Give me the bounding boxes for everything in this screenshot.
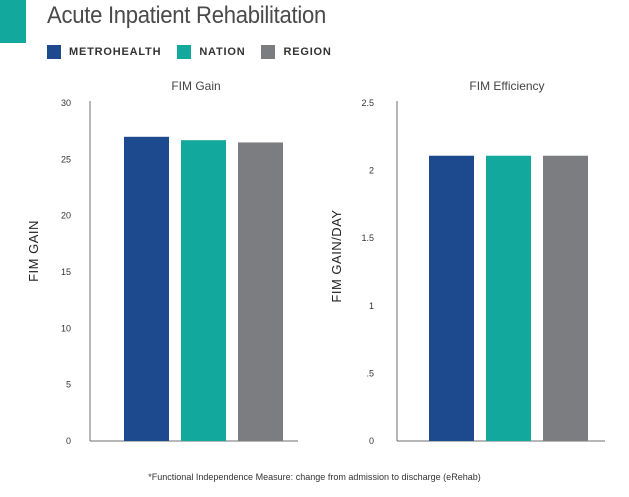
fim-gain-tick-label-5: 25 — [61, 154, 71, 164]
fim-gain-bar-metrohealth — [124, 136, 169, 442]
fim-efficiency-tick-label-5: 2.5 — [361, 98, 374, 108]
legend-swatch-region — [261, 45, 276, 59]
legend-item-metrohealth: METROHEALTH — [47, 45, 161, 59]
fim-efficiency-title: FIM Efficiency — [469, 79, 544, 93]
fim-efficiency-tick-label-2: 1 — [369, 301, 374, 311]
fim-gain-tick-label-4: 20 — [61, 211, 71, 221]
fim-gain-bar-nation — [181, 140, 226, 441]
accent-bar — [0, 0, 26, 43]
fim-efficiency-tick-label-1: .5 — [366, 368, 374, 378]
legend-swatch-nation — [177, 45, 192, 59]
legend-label-nation: NATION — [199, 46, 246, 58]
page-title: Acute Inpatient Rehabilitation — [47, 2, 326, 29]
legend-label-region: REGION — [283, 46, 332, 58]
fim-gain-bar-region — [238, 142, 283, 441]
legend-swatch-metrohealth — [47, 45, 61, 59]
fim-gain-tick-label-2: 10 — [61, 323, 71, 333]
fim-gain-tick-label-1: 5 — [66, 380, 71, 390]
fim-efficiency-tick-label-0: 0 — [369, 436, 374, 446]
legend: METROHEALTH NATION REGION — [47, 45, 348, 59]
fim-gain-tick-label-3: 15 — [61, 267, 71, 277]
fim-efficiency-bar-region — [543, 155, 588, 441]
fim-efficiency-tick-label-4: 2 — [369, 166, 374, 176]
fim-gain-title: FIM Gain — [171, 79, 220, 93]
legend-label-metrohealth: METROHEALTH — [69, 46, 162, 58]
fim-efficiency-tick-label-3: 1.5 — [361, 233, 374, 243]
fim-efficiency-bar-nation — [486, 155, 531, 441]
footnote: *Functional Independence Measure: change… — [148, 472, 481, 483]
fim-gain-tick-label-0: 0 — [66, 436, 71, 446]
fim-efficiency-y-axis-label: FIM GAIN/DAY — [329, 209, 344, 302]
fim-gain-y-axis-label: FIM GAIN — [26, 220, 41, 282]
fim-gain-tick-label-6: 30 — [61, 98, 71, 108]
legend-item-nation: NATION — [177, 45, 245, 59]
legend-item-region: REGION — [261, 45, 331, 59]
fim-efficiency-bar-metrohealth — [429, 155, 474, 441]
